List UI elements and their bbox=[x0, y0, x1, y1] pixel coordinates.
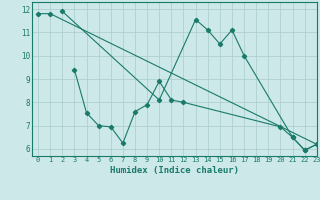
X-axis label: Humidex (Indice chaleur): Humidex (Indice chaleur) bbox=[110, 166, 239, 175]
